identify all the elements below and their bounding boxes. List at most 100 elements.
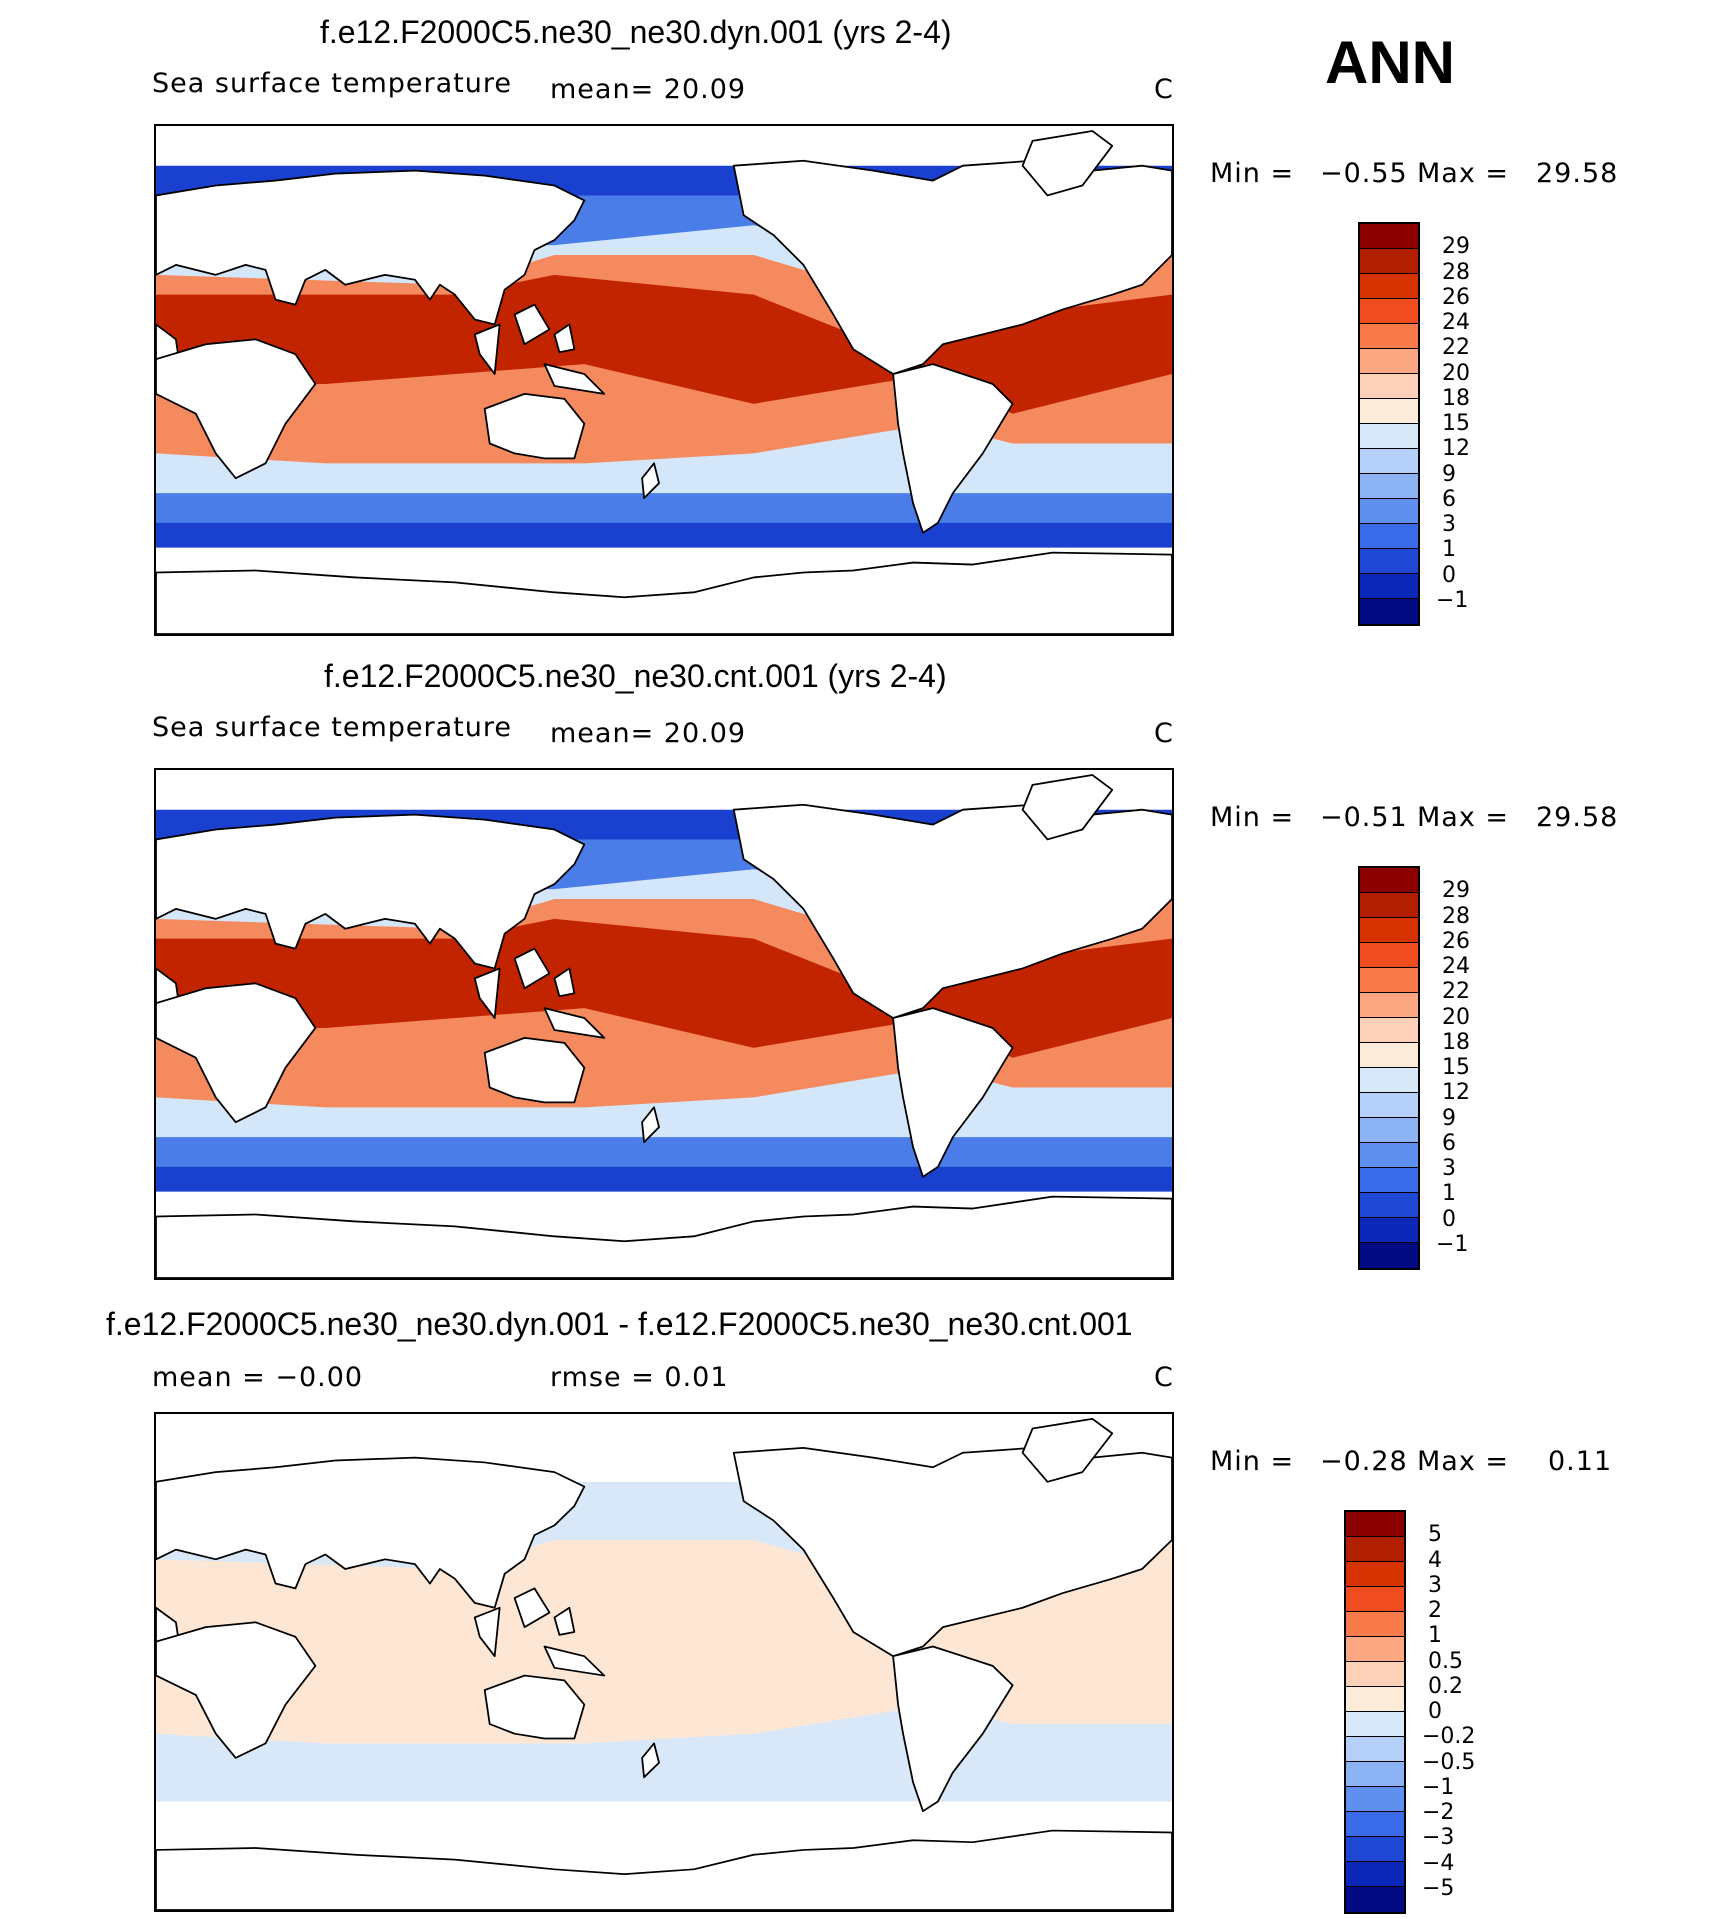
sst-band-warm [156, 918, 1172, 1058]
colorbar-segment [1360, 1118, 1418, 1143]
colorbar-segment [1360, 299, 1418, 324]
colorbar-segment [1360, 1168, 1418, 1193]
colorbar-segment [1360, 868, 1418, 893]
land-mass [156, 1621, 317, 1759]
colorbar-tick-label: 24 [1442, 310, 1470, 335]
panel-3-map-field [156, 1417, 1172, 1910]
land-mass [732, 159, 1172, 375]
land-mass [892, 1007, 1014, 1178]
land-mass [483, 1674, 586, 1740]
colorbar-segment [1360, 399, 1418, 424]
land-mass [513, 947, 551, 990]
colorbar-segment [1360, 1143, 1418, 1168]
colorbar-segment [1346, 1737, 1404, 1762]
colorbar-segment [1346, 1862, 1404, 1887]
colorbar-tick-label: 6 [1442, 486, 1456, 512]
panel-1-colorbar [1358, 222, 1420, 626]
colorbar-segment [1346, 1812, 1404, 1837]
colorbar-tick-label: 3 [1428, 1572, 1442, 1598]
panel-1-units: C [1154, 74, 1174, 105]
colorbar-segment [1360, 968, 1418, 993]
colorbar-tick-label: 15 [1442, 411, 1470, 436]
panel-1-map-field [156, 130, 1172, 634]
land-mass [1021, 1417, 1114, 1483]
panel-1-min-label: Min = [1210, 158, 1295, 189]
colorbar-tick-label: 1 [1442, 1181, 1456, 1207]
panel-2-min-value: −0.51 [1320, 802, 1408, 833]
colorbar-tick-label: 3 [1442, 1156, 1456, 1181]
land-mass [641, 462, 660, 499]
colorbar-segment [1360, 474, 1418, 499]
land-mass [1021, 774, 1114, 841]
colorbar-tick-label: −0.5 [1422, 1749, 1476, 1775]
colorbar-tick-label: −4 [1422, 1850, 1455, 1876]
land-mass [483, 1036, 586, 1104]
colorbar-tick-label: 9 [1442, 1105, 1456, 1131]
colorbar-tick-label: −3 [1422, 1825, 1455, 1851]
panel-1-max-value: 29.58 [1536, 158, 1619, 189]
land-mass [1021, 130, 1114, 197]
panel-2-variable: Sea surface temperature [152, 712, 512, 743]
panel-1-variable: Sea surface temperature [152, 68, 512, 99]
colorbar-segment [1346, 1837, 1404, 1862]
colorbar-segment [1346, 1612, 1404, 1637]
colorbar-segment [1360, 1193, 1418, 1218]
colorbar-tick-label: 1 [1428, 1623, 1442, 1649]
colorbar-tick-label: 26 [1442, 928, 1470, 954]
colorbar-tick-label: −5 [1422, 1875, 1455, 1901]
panel-3-max-label: Max = [1417, 1446, 1510, 1477]
colorbar-tick-label: 29 [1442, 234, 1470, 260]
colorbar-tick-label: 5 [1428, 1522, 1442, 1548]
colorbar-segment [1346, 1512, 1404, 1537]
land-mass [156, 1456, 586, 1609]
colorbar-segment [1346, 1887, 1404, 1912]
colorbar-segment [1360, 918, 1418, 943]
colorbar-segment [1346, 1562, 1404, 1587]
land-mass [641, 1106, 660, 1143]
panel-2-max-label: Max = [1417, 802, 1510, 833]
panel-3-max-value: 0.11 [1548, 1446, 1613, 1477]
panel-3-map [154, 1412, 1174, 1912]
panel-2-map-field [156, 774, 1172, 1278]
colorbar-tick-label: 3 [1442, 512, 1456, 537]
panel-2-max-value: 29.58 [1536, 802, 1619, 833]
colorbar-segment [1360, 449, 1418, 474]
panel-3-title: f.e12.F2000C5.ne30_ne30.dyn.001 - f.e12.… [106, 1306, 1133, 1342]
panel-2-min-label: Min = [1210, 802, 1295, 833]
land-mass [473, 1606, 501, 1658]
panel-3-min-value: −0.28 [1320, 1446, 1408, 1477]
panel-3-min-label: Min = [1210, 1446, 1295, 1477]
panel-3-units: C [1154, 1362, 1174, 1393]
colorbar-tick-label: 0 [1428, 1699, 1442, 1724]
colorbar-segment [1360, 224, 1418, 249]
land-mass [553, 1606, 576, 1636]
land-mass [156, 982, 317, 1124]
land-mass [543, 1007, 606, 1039]
land-mass [473, 967, 501, 1019]
colorbar-tick-label: −1 [1422, 1774, 1455, 1800]
land-mass [483, 392, 586, 460]
colorbar-tick-label: 9 [1442, 461, 1456, 487]
land-mass [156, 338, 317, 480]
colorbar-segment [1346, 1662, 1404, 1687]
colorbar-segment [1346, 1687, 1404, 1712]
colorbar-tick-label: 0.5 [1428, 1648, 1463, 1674]
land-mass [156, 1829, 1172, 1910]
land-mass [732, 803, 1172, 1019]
colorbar-tick-label: −0.2 [1422, 1724, 1476, 1750]
panel-1-max-label: Max = [1417, 158, 1510, 189]
colorbar-segment [1360, 324, 1418, 349]
colorbar-tick-label: −1 [1436, 1231, 1469, 1257]
colorbar-tick-label: 0 [1442, 562, 1456, 588]
colorbar-tick-label: 15 [1442, 1055, 1470, 1080]
colorbar-segment [1360, 1218, 1418, 1243]
land-mass [513, 303, 551, 346]
colorbar-segment [1360, 1068, 1418, 1093]
colorbar-segment [1360, 574, 1418, 599]
colorbar-segment [1346, 1537, 1404, 1562]
colorbar-segment [1360, 599, 1418, 624]
colorbar-segment [1346, 1787, 1404, 1812]
colorbar-tick-label: 0 [1442, 1206, 1456, 1232]
colorbar-segment [1360, 549, 1418, 574]
colorbar-segment [1360, 1018, 1418, 1043]
